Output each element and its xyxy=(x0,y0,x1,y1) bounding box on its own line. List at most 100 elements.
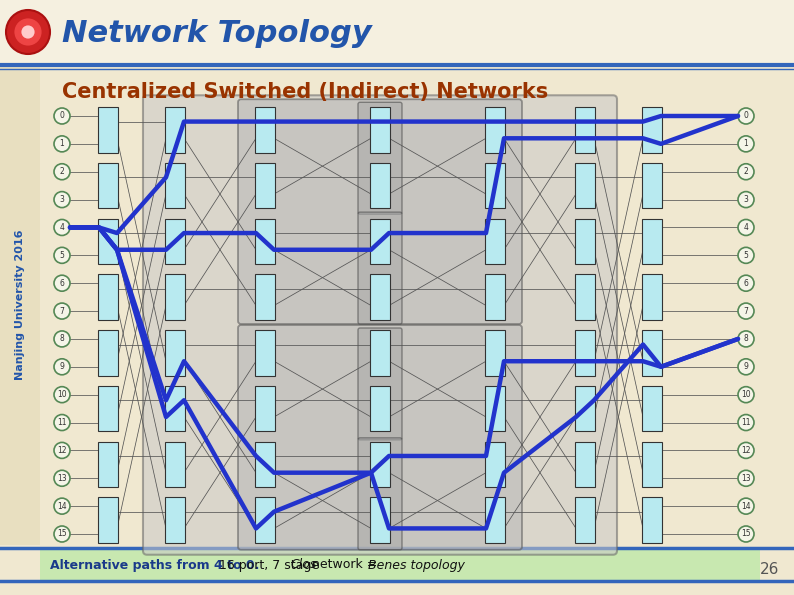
Text: 12: 12 xyxy=(57,446,67,455)
FancyBboxPatch shape xyxy=(370,441,390,487)
Circle shape xyxy=(738,220,754,236)
Text: 2: 2 xyxy=(744,167,749,176)
FancyBboxPatch shape xyxy=(642,163,662,208)
Circle shape xyxy=(6,10,50,54)
FancyBboxPatch shape xyxy=(485,441,505,487)
Text: 16 port, 7 stage: 16 port, 7 stage xyxy=(215,559,327,572)
FancyBboxPatch shape xyxy=(642,386,662,431)
Text: 9: 9 xyxy=(743,362,749,371)
FancyBboxPatch shape xyxy=(575,274,595,320)
Text: 3: 3 xyxy=(743,195,749,204)
Circle shape xyxy=(738,443,754,458)
FancyBboxPatch shape xyxy=(165,330,185,375)
Text: 10: 10 xyxy=(741,390,751,399)
Circle shape xyxy=(738,470,754,486)
Text: 15: 15 xyxy=(741,530,751,538)
FancyBboxPatch shape xyxy=(255,163,275,208)
FancyBboxPatch shape xyxy=(165,163,185,208)
Circle shape xyxy=(738,136,754,152)
FancyBboxPatch shape xyxy=(575,441,595,487)
FancyBboxPatch shape xyxy=(642,274,662,320)
FancyBboxPatch shape xyxy=(143,95,617,555)
Circle shape xyxy=(54,192,70,208)
Text: 9: 9 xyxy=(60,362,64,371)
FancyBboxPatch shape xyxy=(165,386,185,431)
Text: 15: 15 xyxy=(57,530,67,538)
FancyBboxPatch shape xyxy=(485,497,505,543)
FancyBboxPatch shape xyxy=(255,330,275,375)
Text: 4: 4 xyxy=(60,223,64,232)
FancyBboxPatch shape xyxy=(255,441,275,487)
FancyBboxPatch shape xyxy=(98,330,118,375)
Text: Benes topology: Benes topology xyxy=(368,559,464,572)
FancyBboxPatch shape xyxy=(255,107,275,153)
Circle shape xyxy=(738,359,754,375)
Circle shape xyxy=(54,498,70,514)
Circle shape xyxy=(54,387,70,403)
Text: 1: 1 xyxy=(60,139,64,148)
Circle shape xyxy=(54,248,70,264)
FancyBboxPatch shape xyxy=(642,497,662,543)
Circle shape xyxy=(738,526,754,542)
FancyBboxPatch shape xyxy=(165,441,185,487)
Text: 14: 14 xyxy=(741,502,751,511)
Circle shape xyxy=(54,470,70,486)
FancyBboxPatch shape xyxy=(575,497,595,543)
Text: 11: 11 xyxy=(57,418,67,427)
FancyBboxPatch shape xyxy=(165,107,185,153)
Text: network =: network = xyxy=(308,559,385,572)
Text: 2: 2 xyxy=(60,167,64,176)
Circle shape xyxy=(54,443,70,458)
FancyBboxPatch shape xyxy=(98,441,118,487)
Text: 7: 7 xyxy=(60,306,64,315)
FancyBboxPatch shape xyxy=(255,274,275,320)
Circle shape xyxy=(738,498,754,514)
FancyBboxPatch shape xyxy=(370,107,390,153)
Text: 5: 5 xyxy=(743,251,749,260)
FancyBboxPatch shape xyxy=(575,386,595,431)
Circle shape xyxy=(54,136,70,152)
Circle shape xyxy=(54,331,70,347)
Circle shape xyxy=(738,248,754,264)
Text: 26: 26 xyxy=(761,562,780,578)
FancyBboxPatch shape xyxy=(98,497,118,543)
Circle shape xyxy=(738,108,754,124)
FancyBboxPatch shape xyxy=(485,330,505,375)
FancyBboxPatch shape xyxy=(98,219,118,264)
FancyBboxPatch shape xyxy=(485,386,505,431)
FancyBboxPatch shape xyxy=(358,438,402,550)
Circle shape xyxy=(54,303,70,319)
Circle shape xyxy=(54,526,70,542)
Circle shape xyxy=(738,192,754,208)
Text: Nanjing University 2016: Nanjing University 2016 xyxy=(15,230,25,380)
FancyBboxPatch shape xyxy=(238,325,522,550)
FancyBboxPatch shape xyxy=(642,441,662,487)
Text: 4: 4 xyxy=(743,223,749,232)
Text: 11: 11 xyxy=(742,418,751,427)
FancyBboxPatch shape xyxy=(370,274,390,320)
FancyBboxPatch shape xyxy=(165,219,185,264)
Circle shape xyxy=(21,26,35,39)
FancyBboxPatch shape xyxy=(255,219,275,264)
Text: Centralized Switched (Indirect) Networks: Centralized Switched (Indirect) Networks xyxy=(62,82,548,102)
Text: 1: 1 xyxy=(744,139,749,148)
Circle shape xyxy=(54,415,70,431)
Text: 13: 13 xyxy=(57,474,67,483)
FancyBboxPatch shape xyxy=(255,497,275,543)
FancyBboxPatch shape xyxy=(485,219,505,264)
Text: 3: 3 xyxy=(60,195,64,204)
Text: 7: 7 xyxy=(743,306,749,315)
Circle shape xyxy=(13,18,42,46)
FancyBboxPatch shape xyxy=(485,274,505,320)
Text: 0: 0 xyxy=(743,111,749,121)
FancyBboxPatch shape xyxy=(575,107,595,153)
FancyBboxPatch shape xyxy=(370,497,390,543)
Circle shape xyxy=(54,164,70,180)
Circle shape xyxy=(54,359,70,375)
Text: 6: 6 xyxy=(60,278,64,288)
FancyBboxPatch shape xyxy=(98,274,118,320)
FancyBboxPatch shape xyxy=(358,212,402,324)
Text: Alternative paths from 4 to 0.: Alternative paths from 4 to 0. xyxy=(50,559,260,572)
FancyBboxPatch shape xyxy=(370,386,390,431)
Text: Clos: Clos xyxy=(290,559,316,572)
